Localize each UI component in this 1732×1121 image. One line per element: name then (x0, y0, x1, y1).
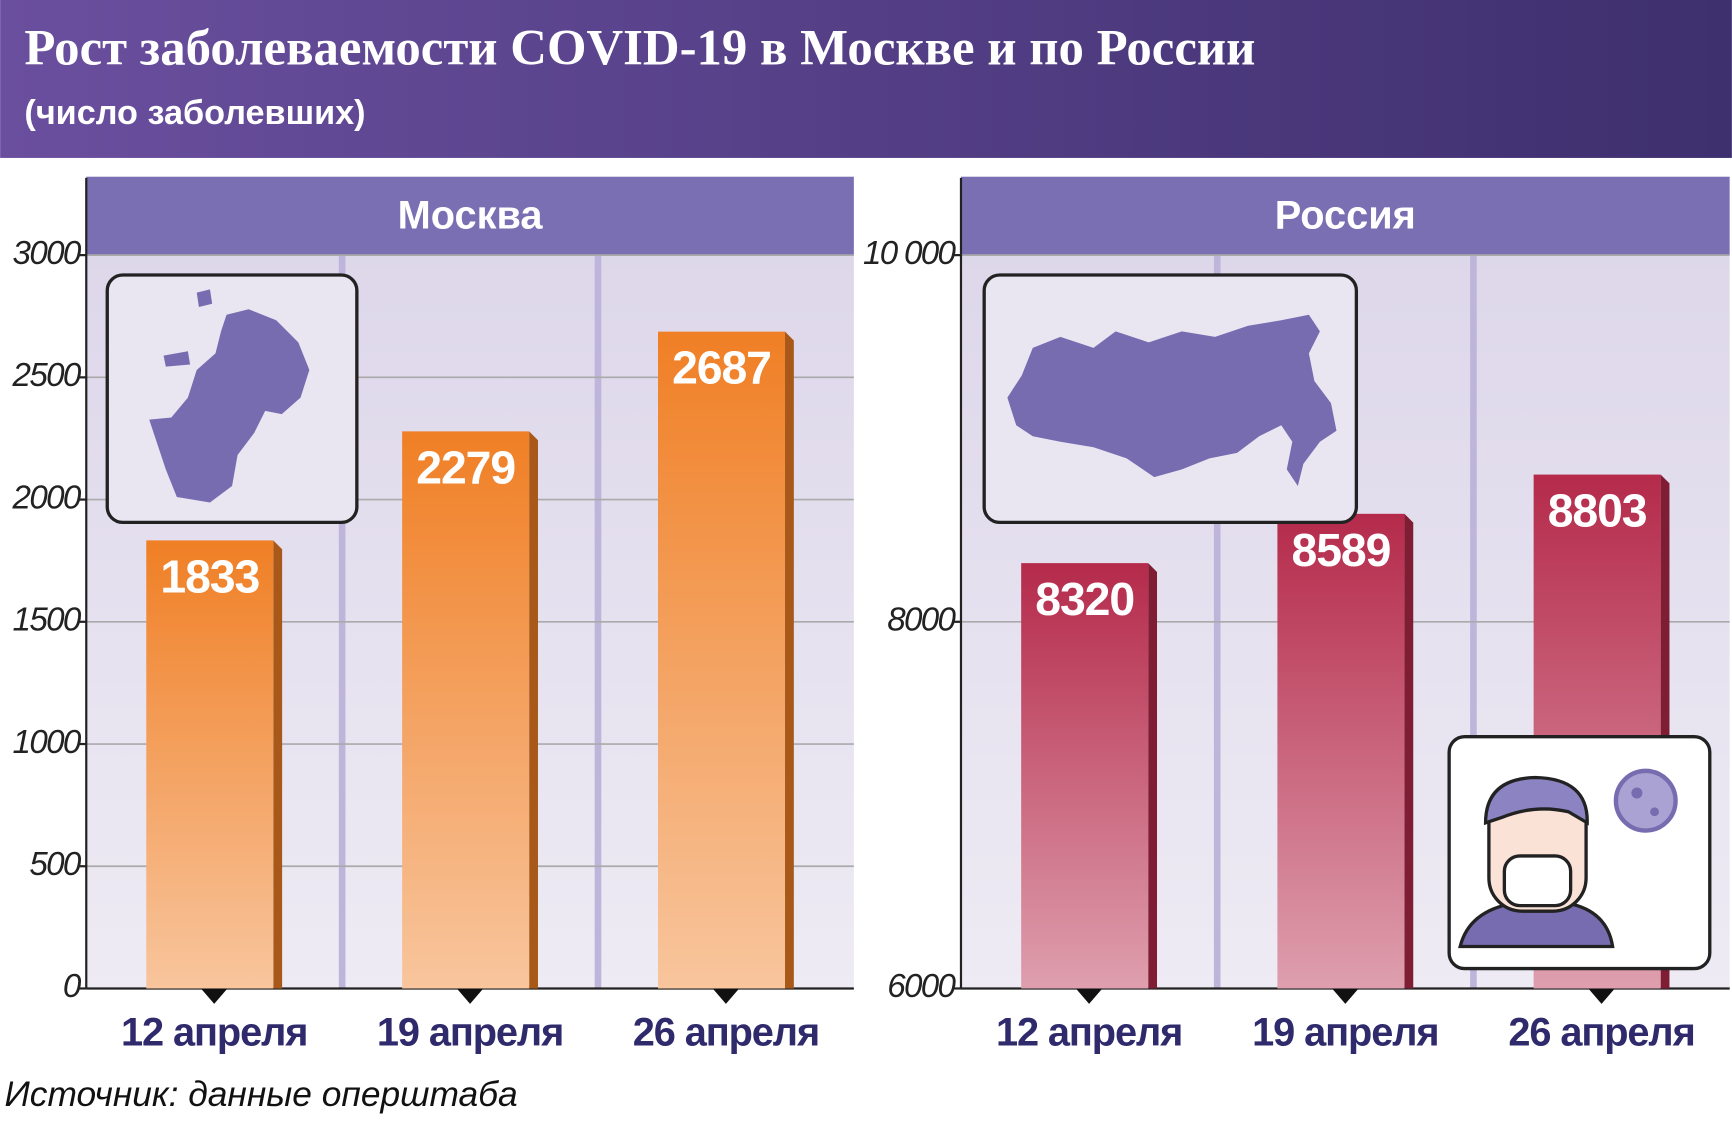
y-tick-label: 10 000 (863, 235, 957, 272)
category-marker (1075, 988, 1103, 1004)
value-label: 2687 (672, 342, 771, 394)
title: Рост заболеваемости COVID-19 в Москве и … (24, 20, 1255, 76)
x-tick-label: 12 апреля (121, 1010, 307, 1054)
russia-map-icon (982, 273, 1359, 525)
value-label: 2279 (416, 441, 515, 493)
bar (1277, 513, 1405, 989)
x-tick-label: 26 апреля (1508, 1010, 1694, 1054)
y-tick-label: 0 (63, 968, 82, 1005)
bar-side (1404, 513, 1414, 989)
value-label: 1833 (160, 550, 259, 602)
y-tick-label: 1500 (13, 602, 82, 639)
panel-header (86, 176, 854, 256)
y-tick-label: 6000 (887, 968, 956, 1005)
source: Источник: данные оперштаба (5, 1075, 518, 1114)
x-tick-label: 26 апреля (633, 1010, 819, 1054)
value-label: 8320 (1035, 573, 1134, 625)
x-tick-label: 19 апреля (1252, 1010, 1438, 1054)
category-marker (712, 988, 740, 1004)
mask-icon (1447, 735, 1712, 971)
category-marker (200, 988, 228, 1004)
bar (657, 331, 786, 989)
y-tick-label: 500 (29, 846, 82, 883)
bar-side (273, 540, 283, 989)
subtitle: (число заболевших) (24, 94, 365, 132)
bar (146, 540, 274, 989)
bar-side (1148, 563, 1158, 989)
header-band (0, 0, 1732, 158)
y-tick-label: 3000 (13, 235, 82, 272)
x-tick-label: 19 апреля (377, 1010, 563, 1054)
moscow-map-icon (105, 273, 359, 525)
y-tick-label: 2500 (12, 357, 82, 394)
value-label: 8803 (1548, 485, 1647, 537)
bar (1021, 563, 1149, 989)
category-marker (1332, 988, 1359, 1004)
y-tick-label: 2000 (12, 479, 82, 516)
panel-title: Москва (398, 194, 544, 238)
value-label: 8589 (1292, 524, 1391, 576)
y-tick-label: 8000 (887, 602, 956, 639)
bar (402, 431, 530, 989)
panel-title: Россия (1275, 194, 1416, 238)
x-tick-label: 12 апреля (996, 1010, 1182, 1054)
category-marker (456, 988, 484, 1004)
bar-side (529, 431, 538, 989)
panel-header (960, 176, 1730, 256)
y-tick-label: 1000 (13, 724, 82, 761)
category-marker (1588, 988, 1615, 1004)
bar-side (785, 331, 794, 989)
